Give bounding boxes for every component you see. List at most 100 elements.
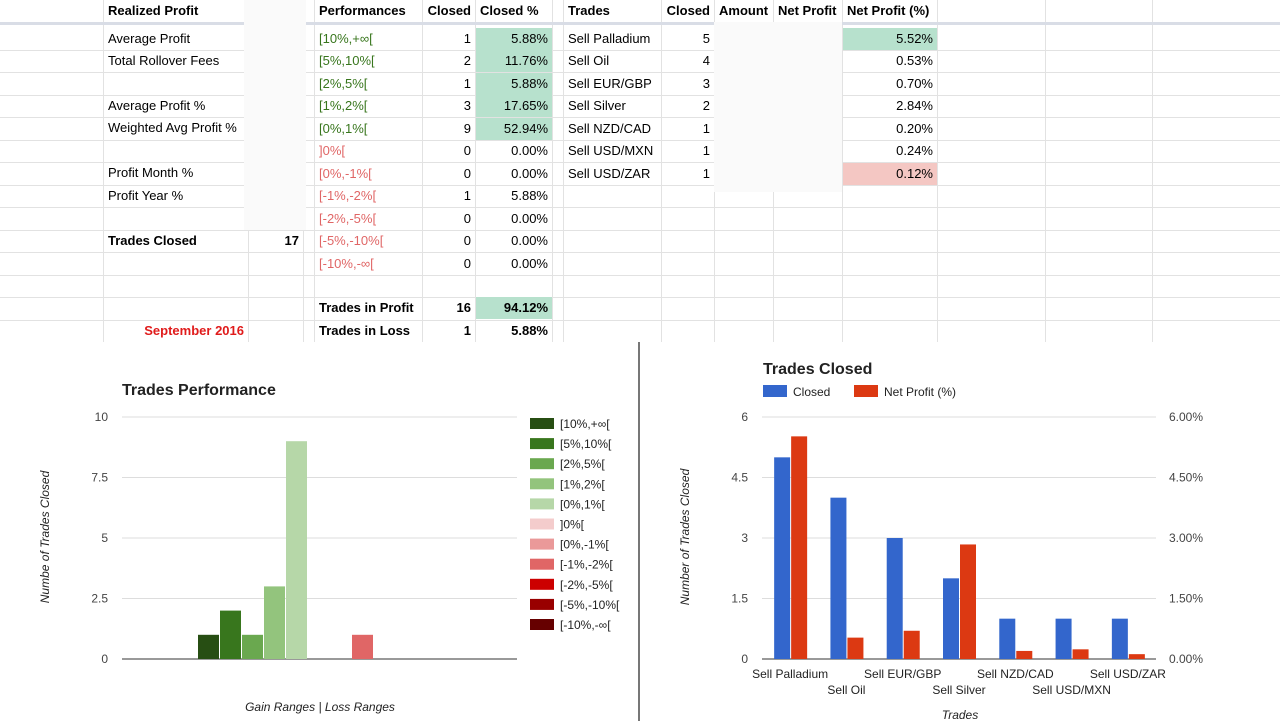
x-tick-label: Sell Silver bbox=[932, 683, 985, 697]
trades-performance-chart: Trades Performance Numbe of Trades Close… bbox=[0, 342, 638, 721]
performance-closed-pct: 5.88% bbox=[476, 28, 552, 50]
trade-net-profit-pct: 2.84% bbox=[896, 98, 933, 114]
x-tick-label: Sell Palladium bbox=[752, 667, 828, 681]
performance-range: [5%,10%[ bbox=[319, 53, 375, 69]
y-tick-label: 4.5 bbox=[731, 471, 748, 485]
trade-net-profit-pct: 0.24% bbox=[896, 143, 933, 159]
trades-performance-svg: Trades Performance Numbe of Trades Close… bbox=[38, 382, 620, 714]
chart-title: Trades Closed bbox=[763, 361, 872, 378]
trade-net-profit-pct: 0.12% bbox=[843, 162, 937, 185]
summary-label: Profit Month % bbox=[108, 165, 194, 180]
trade-name: Sell Oil bbox=[568, 53, 610, 69]
legend-label: [10%,+∞[ bbox=[560, 417, 610, 431]
trade-closed: 4 bbox=[702, 53, 710, 69]
performance-closed: 0 bbox=[463, 255, 471, 271]
bar-closed bbox=[886, 538, 903, 659]
y-tick-label: 1.5 bbox=[731, 592, 748, 606]
y-tick-label: 7.5 bbox=[91, 471, 108, 485]
trade-closed: 1 bbox=[702, 143, 710, 159]
legend-swatch bbox=[530, 438, 554, 450]
legend-swatch bbox=[854, 385, 878, 397]
legend-swatch bbox=[530, 478, 554, 490]
y-tick-label: 6 bbox=[741, 410, 748, 424]
summary-label: Average Profit bbox=[108, 31, 191, 46]
amount-header: Amount bbox=[719, 3, 769, 18]
performance-range: [2%,5%[ bbox=[319, 75, 368, 91]
legend-label: Net Profit (%) bbox=[884, 385, 956, 399]
performance-range: [-10%,-∞[ bbox=[319, 255, 374, 271]
legend-label: [1%,2%[ bbox=[560, 477, 605, 491]
performance-closed-pct: 17.65% bbox=[476, 95, 552, 118]
trades-closed-label: Trades Closed bbox=[108, 233, 197, 248]
bar-net-profit bbox=[1072, 649, 1089, 659]
bar-net-profit bbox=[847, 637, 864, 659]
trade-net-profit-pct: 0.20% bbox=[896, 120, 933, 136]
bar bbox=[198, 634, 219, 659]
performance-closed-pct: 0.00% bbox=[511, 210, 548, 226]
legend-swatch bbox=[530, 518, 554, 530]
legend-label: [0%,-1%[ bbox=[560, 538, 609, 552]
y-tick-label: 0 bbox=[101, 652, 108, 666]
grid-line bbox=[0, 207, 1280, 208]
trades-in-profit-pct: 94.12% bbox=[476, 297, 552, 319]
legend-label: [-5%,-10%[ bbox=[560, 598, 620, 612]
month-label: September 2016 bbox=[144, 323, 244, 338]
hidden-summary-values bbox=[244, 0, 306, 230]
y-axis-label: Numbe of Trades Closed bbox=[38, 470, 52, 603]
x-tick-label: Sell USD/ZAR bbox=[1090, 667, 1166, 681]
x-tick-label: Sell NZD/CAD bbox=[977, 667, 1054, 681]
grid-line bbox=[0, 275, 1280, 276]
trade-closed: 2 bbox=[702, 98, 710, 114]
legend-swatch bbox=[530, 458, 554, 470]
summary-label: Profit Year % bbox=[108, 188, 184, 203]
performance-closed-pct: 0.00% bbox=[511, 143, 548, 159]
performance-closed-pct: 5.88% bbox=[511, 188, 548, 204]
performance-range: [-5%,-10%[ bbox=[319, 233, 384, 249]
grid-line bbox=[0, 50, 1280, 51]
trade-net-profit-pct: 0.70% bbox=[896, 75, 933, 91]
performance-closed-pct: 0.00% bbox=[511, 233, 548, 249]
closed-header: Closed bbox=[427, 3, 471, 18]
grid-line bbox=[0, 185, 1280, 186]
trade-net-profit-pct: 5.52% bbox=[843, 28, 937, 50]
performance-range: [-2%,-5%[ bbox=[319, 210, 377, 226]
bar-net-profit bbox=[960, 544, 976, 659]
performances-header: Performances bbox=[319, 3, 406, 18]
trades-in-loss-label: Trades in Loss bbox=[319, 323, 411, 338]
trades-closed-svg: Trades Closed Number of Trades Closed Tr… bbox=[678, 361, 1203, 722]
trades-header: Trades bbox=[568, 3, 610, 18]
legend-swatch bbox=[530, 498, 554, 510]
y2-tick-label: 0.00% bbox=[1169, 652, 1203, 666]
performance-closed: 2 bbox=[463, 53, 471, 69]
legend-swatch bbox=[530, 578, 554, 590]
bar-net-profit bbox=[903, 630, 920, 659]
summary-label: Weighted Avg Profit % bbox=[108, 120, 237, 135]
performance-closed: 0 bbox=[463, 210, 471, 226]
y2-tick-label: 3.00% bbox=[1169, 531, 1203, 545]
bar bbox=[242, 634, 263, 659]
legend-label: [-2%,-5%[ bbox=[560, 578, 613, 592]
y-tick-label: 10 bbox=[95, 410, 109, 424]
performance-range: [1%,2%[ bbox=[319, 98, 368, 114]
grid-line bbox=[0, 320, 1280, 321]
legend-swatch bbox=[530, 598, 554, 610]
bar bbox=[286, 441, 307, 659]
y-tick-label: 5 bbox=[101, 531, 108, 545]
chart-title: Trades Performance bbox=[122, 382, 276, 399]
bar-closed bbox=[774, 457, 791, 659]
trades-closed-header: Closed bbox=[666, 3, 710, 18]
grid-line bbox=[0, 140, 1280, 141]
trade-closed: 1 bbox=[702, 120, 710, 136]
performance-closed: 3 bbox=[463, 98, 471, 114]
trade-name: Sell EUR/GBP bbox=[568, 75, 652, 91]
summary-label: Average Profit % bbox=[108, 98, 206, 113]
trade-closed: 5 bbox=[702, 31, 710, 46]
performance-closed: 9 bbox=[463, 120, 471, 136]
y-tick-label: 2.5 bbox=[91, 592, 108, 606]
x-tick-label: Sell Oil bbox=[827, 683, 865, 697]
grid-line bbox=[0, 252, 1280, 253]
trade-name: Sell USD/ZAR bbox=[568, 165, 651, 181]
net-profit-header: Net Profit bbox=[778, 3, 837, 18]
bar-net-profit bbox=[1016, 650, 1033, 659]
x-tick-label: Sell USD/MXN bbox=[1032, 683, 1111, 697]
